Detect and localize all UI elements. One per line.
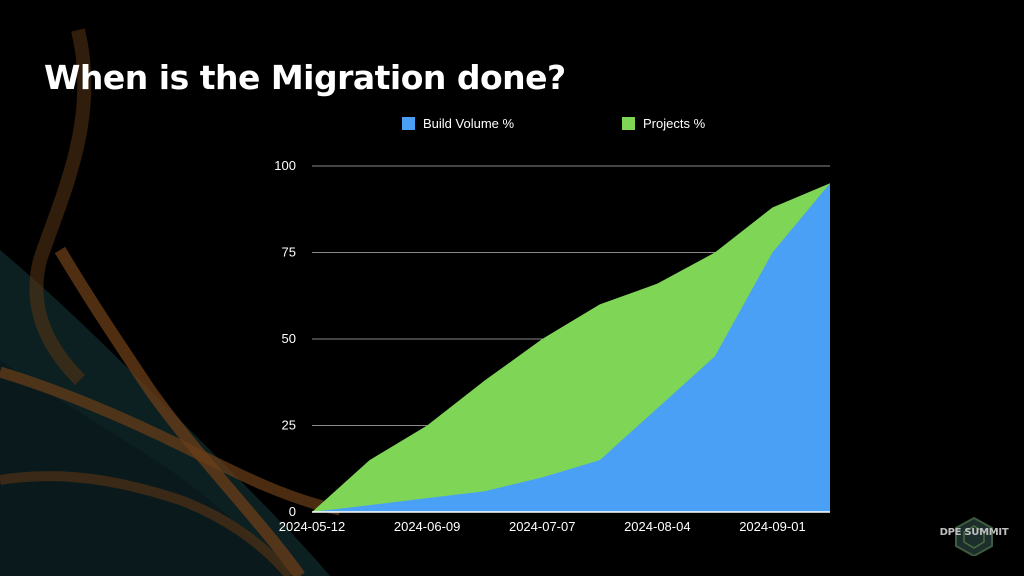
legend-label-projects: Projects % — [643, 116, 706, 131]
legend-swatch-projects — [622, 117, 635, 130]
x-tick-label-2024-05-12: 2024-05-12 — [279, 519, 346, 534]
x-tick-label-2024-06-09: 2024-06-09 — [394, 519, 461, 534]
x-tick-label-2024-07-07: 2024-07-07 — [509, 519, 576, 534]
plot-area: 0 25 50 75 100 2024-05-12 2024-06-09 2024-07-07… — [274, 158, 830, 534]
logo-text: DPE SUMMIT — [939, 527, 1009, 538]
x-tick-label-2024-09-01: 2024-09-01 — [739, 519, 806, 534]
legend-label-build-volume: Build Volume % — [423, 116, 514, 131]
y-tick-label-75: 75 — [282, 245, 296, 260]
legend-swatch-build-volume — [402, 117, 415, 130]
area-build-volume — [312, 183, 830, 513]
dpe-summit-logo: DPE SUMMIT — [934, 516, 1014, 558]
x-tick-label-2024-08-04: 2024-08-04 — [624, 519, 691, 534]
chart-legend: Build Volume % Projects % — [402, 116, 706, 131]
slide-title: When is the Migration done? — [44, 58, 566, 97]
y-tick-label-0: 0 — [289, 504, 296, 519]
y-tick-label-50: 50 — [282, 331, 296, 346]
y-tick-label-25: 25 — [282, 418, 296, 433]
y-tick-label-100: 100 — [274, 158, 296, 173]
